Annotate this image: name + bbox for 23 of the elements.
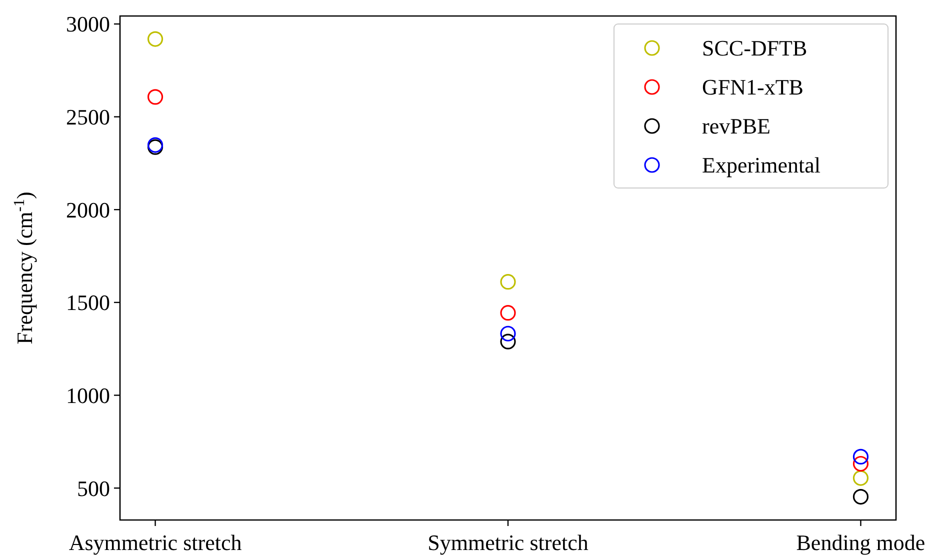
point: [147, 31, 164, 47]
point: [852, 448, 869, 464]
legend-label: SCC-DFTB: [702, 36, 808, 61]
point: [852, 488, 869, 505]
point: [852, 470, 869, 486]
x-tick-label: Symmetric stretch: [428, 530, 588, 555]
legend-label: Experimental: [702, 152, 821, 178]
y-tick-label: 2500: [66, 104, 110, 130]
point: [147, 89, 164, 105]
legend-label: GFN1-xTB: [702, 74, 804, 100]
y-tick-label: 1000: [66, 382, 110, 408]
y-tick-label: 2000: [66, 197, 110, 222]
y-tick-label: 3000: [66, 12, 110, 37]
legend-label: revPBE: [702, 114, 770, 139]
y-tick-label: 1500: [66, 290, 110, 316]
x-tick-label: Asymmetric stretch: [68, 530, 242, 555]
point: [852, 456, 869, 472]
x-tick-label: Bending mode: [796, 530, 926, 555]
y-tick-label: 500: [77, 476, 110, 501]
point: [500, 274, 516, 290]
point: [500, 326, 516, 342]
point: [500, 334, 516, 350]
point: [500, 305, 516, 321]
